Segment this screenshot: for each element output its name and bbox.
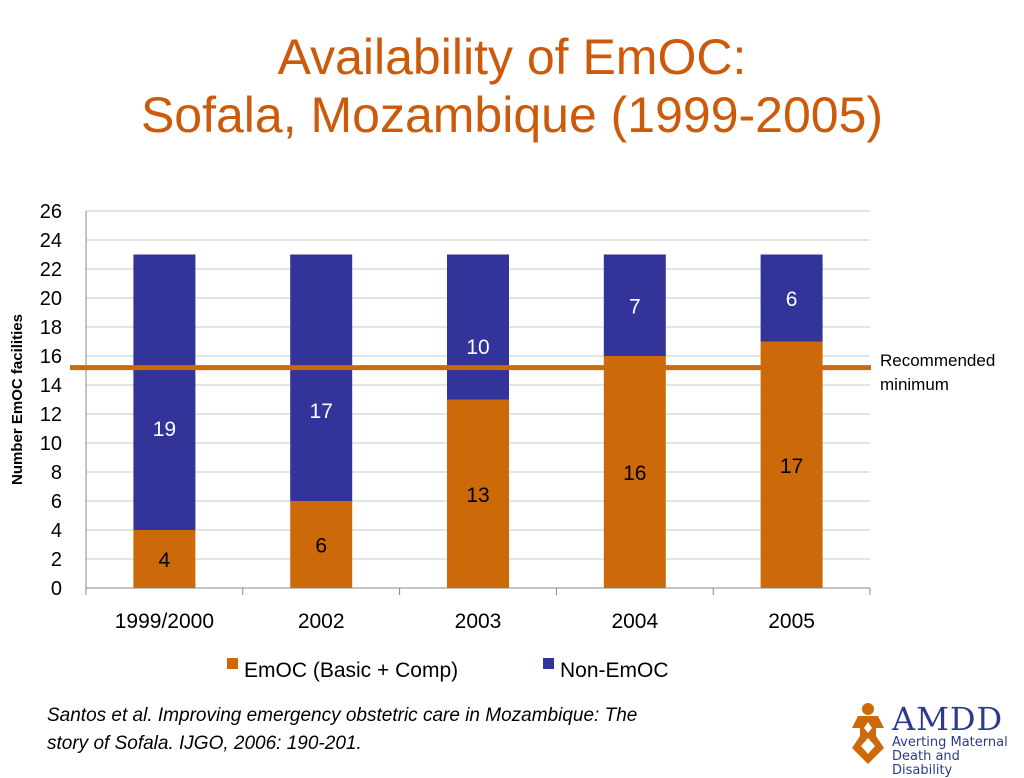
data-label: 16 xyxy=(623,462,646,485)
bar-emoc xyxy=(290,501,353,588)
bar-non-emoc xyxy=(447,254,509,400)
bar-emoc xyxy=(133,530,196,588)
bar-non-emoc xyxy=(760,254,823,342)
bar-emoc xyxy=(760,341,823,588)
x-tick-label: 2003 xyxy=(455,610,502,633)
y-tick-label: 2 xyxy=(51,549,62,571)
data-label: 19 xyxy=(153,418,176,441)
amdd-logo: AMDD Averting Maternal Death and Disabil… xyxy=(848,700,1018,778)
bar-emoc xyxy=(447,399,509,588)
y-tick-label: 22 xyxy=(40,259,62,281)
x-tick-label: 2002 xyxy=(298,610,345,633)
y-tick-label: 16 xyxy=(40,346,62,368)
citation-line-2: story of Sofala. IJGO, 2006: 190-201. xyxy=(47,733,362,754)
citation-line-1: Santos et al. Improving emergency obstet… xyxy=(47,705,638,726)
y-tick-label: 14 xyxy=(40,375,62,397)
y-tick-label: 8 xyxy=(51,462,62,484)
y-tick-label: 20 xyxy=(40,288,62,310)
y-tick-label: 0 xyxy=(51,578,62,600)
data-label: 6 xyxy=(786,288,798,311)
y-tick-label: 4 xyxy=(51,520,62,542)
y-tick-label: 24 xyxy=(40,230,62,252)
citation: Santos et al. Improving emergency obstet… xyxy=(47,702,787,758)
data-label: 7 xyxy=(629,295,641,318)
title-line-1: Availability of EmOC: xyxy=(277,29,747,85)
logo-tagline-1: Averting Maternal xyxy=(892,735,1008,750)
data-label: 17 xyxy=(310,400,333,423)
bar-non-emoc xyxy=(603,254,666,356)
legend-swatch-emoc xyxy=(227,658,238,669)
x-tick-label: 1999/2000 xyxy=(115,610,214,633)
title-line-2: Sofala, Mozambique (1999-2005) xyxy=(140,87,884,143)
data-label: 17 xyxy=(780,455,803,478)
y-tick-label: 18 xyxy=(40,317,62,339)
legend-label-emoc: EmOC (Basic + Comp) xyxy=(244,659,458,682)
legend-label-non-emoc: Non-EmOC xyxy=(560,659,669,682)
data-label: 13 xyxy=(466,484,489,507)
bar-non-emoc xyxy=(133,254,196,530)
y-tick-label: 26 xyxy=(40,201,62,223)
bar-emoc xyxy=(603,356,666,588)
bar-non-emoc xyxy=(290,254,353,501)
y-axis-label: Number EmOC facilities xyxy=(9,314,26,485)
logo-tagline-2: Death and Disability xyxy=(892,749,960,778)
logo-name: AMDD xyxy=(892,700,1004,738)
reference-label-line-1: Recommended xyxy=(880,351,995,370)
x-tick-label: 2004 xyxy=(611,610,658,633)
y-tick-label: 12 xyxy=(40,404,62,426)
data-label: 6 xyxy=(315,535,327,558)
data-label: 10 xyxy=(466,336,489,359)
data-label: 4 xyxy=(159,549,171,572)
y-tick-label: 10 xyxy=(40,433,62,455)
y-tick-label: 6 xyxy=(51,491,62,513)
x-tick-label: 2005 xyxy=(768,610,815,633)
reference-label-line-2: minimum xyxy=(880,375,949,394)
slide-title: Availability of EmOC: Sofala, Mozambique… xyxy=(0,28,1024,144)
amdd-figure-icon xyxy=(852,703,884,764)
legend-swatch-non-emoc xyxy=(543,658,554,669)
